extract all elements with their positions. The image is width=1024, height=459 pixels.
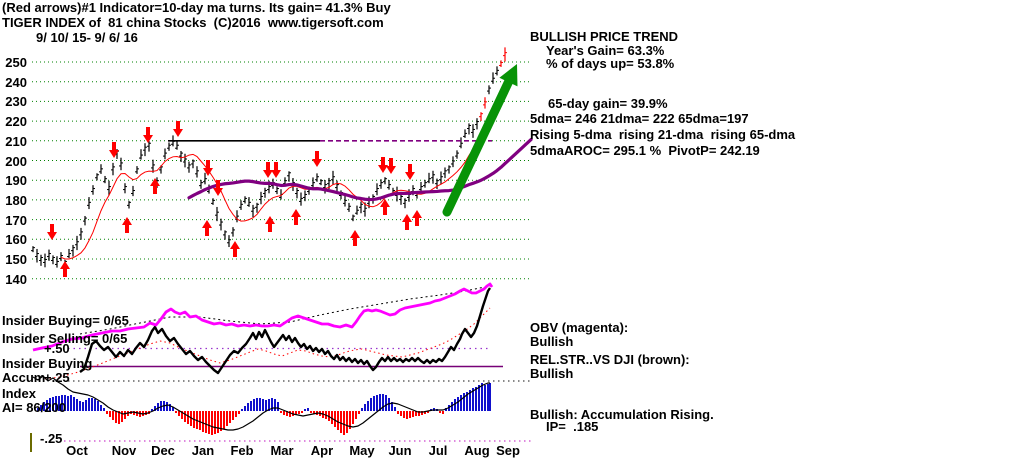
sell-arrow-icon [271, 162, 281, 178]
minus25-label: -.25 [40, 431, 63, 446]
gain-65day: 65-day gain= 39.9% [548, 96, 668, 111]
uptrend-arrowhead-icon [499, 64, 518, 87]
price-axis-tick: 160 [5, 232, 27, 248]
obv-line [32, 282, 494, 352]
sell-arrow-icon [378, 157, 388, 173]
price-axis-tick: 220 [5, 114, 27, 130]
relstr-status: Bullish [530, 366, 574, 381]
month-axis-tick: Mar [270, 443, 294, 458]
price-axis-tick: 140 [5, 271, 27, 287]
insider-buying-count: Insider Buying= 0/65 [2, 313, 129, 328]
price-axis-tick: 200 [5, 153, 27, 169]
sell-arrow-icon [109, 142, 119, 158]
sell-arrow-icon [47, 224, 57, 240]
plus50-label: +.50 [44, 341, 70, 356]
price-axis-tick: 210 [5, 133, 27, 149]
month-axis-tick: Apr [310, 443, 334, 458]
price-axis-tick: 190 [5, 173, 27, 189]
buy-arrow-icon [402, 214, 412, 230]
chart-title: TIGER INDEX of 81 china Stocks (C)2016 w… [2, 15, 384, 30]
month-axis-tick: May [349, 443, 375, 458]
buy-arrow-icon [291, 209, 301, 225]
buy-arrow-icon [60, 261, 70, 277]
buy-arrow-icon [230, 241, 240, 257]
relative-strength-line [79, 287, 491, 375]
ip-value: IP= .185 [546, 419, 599, 434]
month-axis-tick: Feb [230, 443, 254, 458]
price-axis-tick: 240 [5, 74, 27, 90]
red-dotted-trend [44, 307, 491, 380]
month-axis-tick: Oct [66, 443, 88, 458]
sell-arrow-icon [386, 158, 396, 174]
fast-ma-line [60, 87, 506, 260]
date-range: 9/ 10/ 15- 9/ 6/ 16 [36, 30, 138, 45]
sell-arrow-icon [203, 160, 213, 176]
buy-arrow-icon [265, 216, 275, 232]
sell-arrow-icon [213, 180, 223, 196]
years-gain: Year's Gain= 63.3% [546, 43, 665, 58]
insider-selling-count: Insider Selling= 0/65 [2, 331, 128, 346]
sell-arrow-icon [263, 162, 273, 178]
obv-trend-dotted [79, 285, 491, 335]
month-axis-tick: Jan [191, 443, 215, 458]
index-label: Index [2, 386, 36, 401]
buy-arrow-icon [202, 220, 212, 236]
plus25-label: +.25 [44, 370, 70, 385]
sell-arrow-icon [312, 151, 322, 167]
buy-arrow-icon [350, 230, 360, 246]
buy-arrow-icon [380, 199, 390, 215]
month-axis-tick: Jul [428, 443, 448, 458]
buy-arrow-icon [122, 217, 132, 233]
sell-arrow-icon [143, 127, 153, 143]
header-indicator-line: (Red arrows)#1 Indicator=10-day ma turns… [2, 0, 391, 15]
aroc-pivot: 5dmaAROC= 295.1 % PivotP= 242.19 [530, 143, 760, 158]
obv-label: OBV (magenta): [530, 320, 629, 335]
accum-label: Accum [2, 370, 46, 385]
month-axis-tick: Nov [111, 443, 137, 458]
month-axis-tick: Sep [496, 443, 520, 458]
price-axis-tick: 250 [5, 55, 27, 70]
dma-trends: Rising 5-dma rising 21-dma rising 65-dma [530, 127, 796, 142]
dma-values: 5dma= 246 21dma= 222 65dma=197 [530, 111, 749, 126]
trend-title: BULLISH PRICE TREND [530, 29, 679, 44]
month-axis-tick: Jun [388, 443, 412, 458]
relstr-label: REL.STR..VS DJI (brown): [530, 352, 690, 367]
ai-ratio: AI= 86/200 [2, 400, 66, 415]
price-axis-tick: 180 [5, 192, 27, 208]
accum-index-line [32, 375, 490, 431]
price-axis-tick: 230 [5, 94, 27, 110]
buy-arrow-icon [150, 178, 160, 194]
insider-buying-label: Insider Buying [2, 356, 93, 371]
month-axis-tick: Dec [151, 443, 175, 458]
accum-status: Bullish: Accumulation Rising. [530, 407, 714, 422]
price-axis-tick: 150 [5, 252, 27, 267]
days-up: % of days up= 53.8% [546, 56, 675, 71]
price-axis-tick: 170 [5, 212, 27, 228]
month-axis-tick: Aug [464, 443, 490, 458]
buy-arrow-icon [412, 210, 422, 226]
sell-arrow-icon [405, 164, 415, 180]
uptrend-arrow-icon [442, 77, 513, 217]
obv-status: Bullish [530, 334, 574, 349]
sell-arrow-icon [173, 121, 183, 137]
